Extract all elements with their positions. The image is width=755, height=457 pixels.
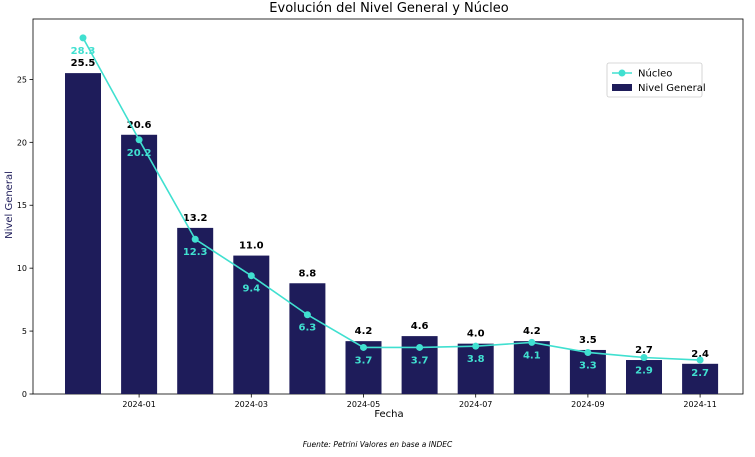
line-point (303, 311, 311, 319)
x-tick-label: 2024-05 (347, 400, 380, 409)
x-tick-label: 2024-01 (122, 400, 155, 409)
bar-value-label: 8.8 (299, 268, 317, 279)
legend: Núcleo Nivel General (606, 62, 706, 98)
x-axis-label: Fecha (374, 409, 403, 420)
legend-line-marker (618, 69, 626, 77)
line-series (79, 34, 704, 364)
x-tick-label: 2024-07 (459, 400, 492, 409)
line-value-label: 6.3 (299, 323, 317, 334)
line-value-label: 4.1 (523, 350, 541, 361)
x-axis: 2024-01 2024-03 2024-05 2024-07 2024-09 2024-… (122, 394, 717, 409)
source-note: Fuente: Petrini Valores en base a INDEC (302, 440, 453, 449)
bar (177, 227, 214, 394)
line-point (79, 34, 87, 42)
bar-value-label: 13.2 (183, 213, 208, 224)
legend-bar-swatch (612, 84, 632, 91)
y-axis-label: Nivel General (4, 171, 15, 239)
line-point (472, 342, 480, 350)
y-tick-label: 20 (17, 138, 27, 147)
chart-title: Evolución del Nivel General y Núcleo (269, 1, 508, 16)
bar (121, 134, 158, 395)
line-point (416, 343, 424, 351)
line-value-label: 3.7 (355, 355, 373, 366)
line-point (528, 338, 536, 346)
bar-value-label: 4.0 (467, 329, 485, 340)
line-point (696, 356, 704, 364)
y-tick-label: 5 (22, 327, 27, 336)
x-tick-label: 2024-11 (683, 400, 716, 409)
x-tick-label: 2024-09 (571, 400, 604, 409)
bar-value-label: 4.2 (355, 326, 373, 337)
line-value-label: 2.9 (635, 366, 653, 377)
line-value-label: 28.3 (71, 46, 96, 57)
bar (682, 363, 719, 394)
x-tick-label: 2024-03 (235, 400, 268, 409)
line-value-label: 20.2 (127, 148, 152, 159)
line-path (82, 37, 701, 361)
bar-value-label: 2.7 (635, 345, 653, 356)
line-value-label: 12.3 (183, 247, 208, 258)
line-value-label: 3.3 (579, 360, 597, 371)
plot-area (32, 18, 744, 395)
bar (457, 343, 494, 394)
line-value-label: 3.7 (411, 355, 429, 366)
bar (626, 360, 662, 394)
line-labels: 28.3 20.2 12.3 9.4 6.3 3.7 3.7 3.8 4.1 3.3 2.9 2.7 (71, 46, 709, 379)
bar-labels: 25.5 20.6 13.2 11.0 8.8 4.2 4.6 4.0 4.2 3.5 2.7 2.4 (71, 58, 709, 360)
line-point (191, 235, 199, 243)
bar-value-label: 20.6 (127, 120, 152, 131)
plot-frame (32, 18, 744, 395)
line-point (640, 354, 648, 362)
bar-value-label: 25.5 (71, 58, 96, 69)
bar (65, 73, 101, 394)
bar-value-label: 4.2 (523, 326, 541, 337)
line-point (247, 272, 255, 280)
y-tick-label: 25 (17, 75, 27, 84)
bar-value-label: 4.6 (411, 321, 429, 332)
y-tick-label: 0 (22, 390, 27, 399)
bar-value-label: 2.4 (691, 349, 709, 360)
y-tick-label: 10 (17, 264, 27, 273)
line-point (135, 136, 143, 144)
legend-label-nivel-general: Nivel General (638, 83, 706, 94)
line-value-label: 9.4 (242, 284, 260, 295)
line-value-label: 2.7 (691, 368, 709, 379)
bar (289, 283, 326, 394)
bar-value-label: 11.0 (239, 241, 264, 252)
line-value-label: 3.8 (467, 354, 485, 365)
line-point (584, 348, 592, 356)
legend-label-nucleo: Núcleo (638, 68, 672, 80)
line-point (360, 343, 367, 351)
y-tick-label: 15 (17, 201, 27, 210)
y-axis: 0 5 10 15 20 25 (17, 75, 33, 399)
bar-value-label: 3.5 (579, 335, 597, 346)
bar (513, 341, 550, 394)
bar (569, 349, 606, 394)
bar-series (65, 73, 719, 395)
